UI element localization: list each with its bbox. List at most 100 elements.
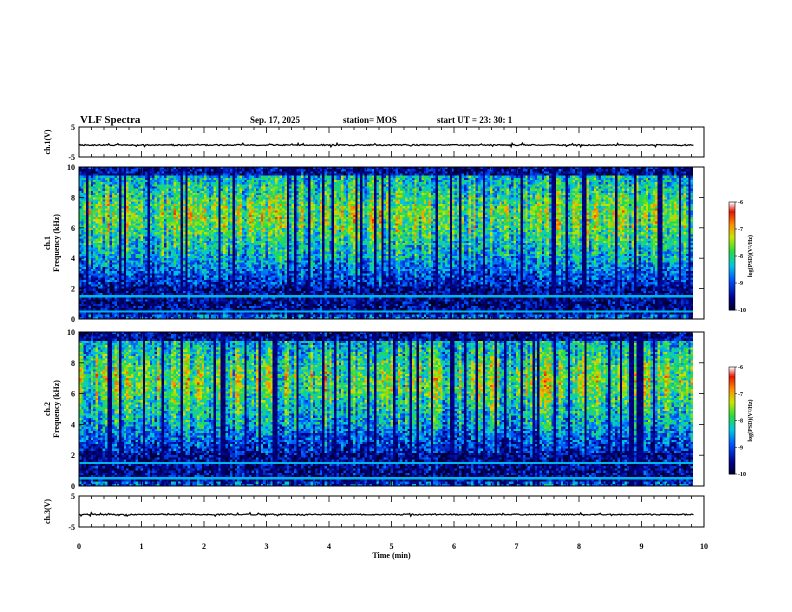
ch2-colorbar-swatch: [729, 374, 735, 377]
header-date: Sep. 17, 2025: [250, 115, 301, 125]
ch2-colorbar-swatch: [729, 449, 735, 452]
x-tick-label: 4: [327, 542, 331, 551]
x-tick-label: 0: [77, 542, 81, 551]
x-tick-label: 5: [390, 542, 394, 551]
ch1-colorbar-swatch: [729, 277, 735, 280]
ch2-colorbar-tick-label: -10: [738, 472, 746, 478]
ch2-colorbar-swatch: [729, 422, 735, 425]
ch2-colorbar-swatch: [729, 390, 735, 393]
ch1-spectrogram-image: [79, 167, 693, 319]
ch2-spectrogram-ytick-label: 8: [71, 359, 75, 368]
ch1-volt-label: ch.1(V): [43, 129, 52, 154]
ch1-colorbar-swatch: [729, 212, 735, 216]
ch1-colorbar-swatch: [729, 266, 735, 270]
ch2-colorbar-swatch: [729, 400, 735, 404]
ch2-colorbar-swatch: [729, 418, 735, 421]
ch3-waveform-trace: [78, 511, 694, 518]
ch1-colorbar-swatch: [729, 261, 735, 264]
ch2-colorbar-swatch: [729, 456, 735, 459]
ch1-colorbar-swatch: [729, 214, 735, 217]
ch1-colorbar-swatch: [729, 229, 735, 232]
ch1-freq-label: Frequency (kHz): [52, 214, 61, 272]
ch2-colorbar-swatch: [729, 372, 735, 375]
x-tick-label: 3: [265, 542, 269, 551]
ch1-colorbar-tick-label: -6: [738, 200, 743, 206]
ch1-colorbar-swatch: [729, 238, 735, 241]
figure-title: VLF Spectra: [80, 114, 141, 126]
header-start-time: start UT = 23: 30: 1: [437, 115, 513, 125]
ch2-colorbar-swatch: [729, 370, 735, 373]
ch1-colorbar-swatch: [729, 227, 735, 230]
ch1-colorbar-swatch: [729, 304, 735, 307]
ch2-spectrogram-ytick-label: 6: [71, 390, 75, 399]
ch1-colorbar-tick-label: -9: [738, 281, 743, 287]
ch2-colorbar-swatch: [729, 452, 735, 455]
ch1-colorbar-tick-label: -8: [738, 254, 743, 260]
ch1-colorbar-swatch: [729, 245, 735, 248]
ch1-spectrogram-ytick-label: 6: [71, 224, 75, 233]
ch1-colorbar-swatch: [729, 225, 735, 228]
ch2-colorbar-swatch: [729, 427, 735, 430]
ch2-colorbar-swatch: [729, 377, 735, 380]
ch1-waveform-ytick-label: 5: [71, 123, 75, 132]
ch2-colorbar-swatch: [729, 468, 735, 471]
x-tick-label: 7: [515, 542, 519, 551]
ch2-colorbar-swatch: [729, 411, 735, 414]
ch1-colorbar-swatch: [729, 279, 735, 282]
ch1-colorbar-swatch: [729, 232, 735, 235]
ch1-colorbar-swatch: [729, 254, 735, 257]
ch2-spectrogram-ytick-label: 10: [67, 328, 75, 337]
x-tick-label: 6: [452, 542, 456, 551]
ch1-colorbar-swatch: [729, 301, 735, 304]
ch2-colorbar-swatch: [729, 450, 735, 454]
ch2-colorbar-swatch: [729, 470, 735, 473]
ch1-colorbar-swatch: [729, 259, 735, 262]
ch1-colorbar-swatch: [729, 306, 735, 309]
ch2-colorbar-swatch: [729, 408, 735, 411]
ch2-colorbar-swatch: [729, 447, 735, 450]
ch2-colorbar-swatch: [729, 438, 735, 441]
ch1-colorbar-tick-label: -7: [738, 227, 743, 233]
x-tick-label: 9: [640, 542, 644, 551]
ch1-colorbar-swatch: [729, 209, 735, 212]
ch2-colorbar-swatch: [729, 441, 735, 445]
ch2-spectrogram-ytick-label: 0: [71, 482, 75, 491]
ch1-colorbar-swatch: [729, 205, 735, 208]
ch2-colorbar-swatch: [729, 445, 735, 448]
ch1-colorbar-swatch: [729, 203, 735, 207]
ch2-colorbar-swatch: [729, 391, 735, 395]
ch1-spectrogram-ytick-label: 10: [67, 163, 75, 172]
ch1-colorbar-swatch: [729, 234, 735, 237]
x-tick-label: 1: [140, 542, 144, 551]
ch1-colorbar-swatch: [729, 243, 735, 246]
ch2-colorbar-swatch: [729, 367, 735, 370]
ch2-colorbar-swatch: [729, 432, 735, 436]
ch2-colorbar-swatch: [729, 459, 735, 463]
ch1-colorbar-swatch: [729, 207, 735, 210]
ch1-colorbar-swatch: [729, 202, 735, 205]
ch1-waveform-ytick-label: -5: [68, 153, 75, 162]
ch1-colorbar-swatch: [729, 290, 735, 293]
ch3-waveform-ytick-label: -5: [68, 523, 75, 532]
ch2-colorbar-swatch: [729, 386, 735, 389]
ch2-colorbar-swatch: [729, 429, 735, 432]
ch1-colorbar-swatch: [729, 302, 735, 306]
ch1-colorbar-swatch: [729, 286, 735, 289]
ch2-colorbar-swatch: [729, 461, 735, 464]
x-tick-label: 10: [700, 542, 708, 551]
ch1-colorbar-swatch: [729, 223, 735, 226]
ch2-colorbar-swatch: [729, 383, 735, 386]
ch2-colorbar-swatch: [729, 379, 735, 382]
ch1-colorbar-swatch: [729, 241, 735, 244]
ch1-spectrogram-ytick-label: 2: [71, 285, 75, 294]
ch2-colorbar-swatch: [729, 415, 735, 418]
ch2-colorbar-swatch: [729, 393, 735, 397]
ch2-colorbar-swatch: [729, 384, 735, 388]
ch2-spectrogram-ytick-label: 2: [71, 451, 75, 460]
ch2-colorbar-swatch: [729, 409, 735, 413]
ch1-colorbar-label: log(PSD)(V²/Hz): [747, 235, 754, 277]
ch2-colorbar-swatch: [729, 402, 735, 405]
ch2-colorbar-swatch: [729, 397, 735, 400]
ch1-colorbar-swatch: [729, 274, 735, 277]
ch1-colorbar-swatch: [729, 275, 735, 279]
